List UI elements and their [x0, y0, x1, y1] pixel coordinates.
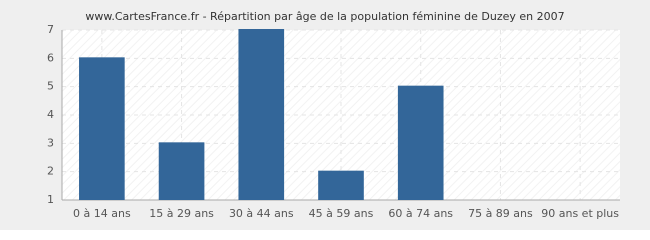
y-tick-label: 3	[47, 136, 54, 149]
x-tick-label: 60 à 74 ans	[388, 207, 453, 220]
bar	[397, 85, 444, 200]
x-tick-label: 90 ans et plus	[541, 207, 619, 220]
bar	[238, 29, 285, 200]
y-tick-label: 2	[47, 165, 54, 178]
y-tick-label: 4	[47, 108, 54, 121]
bar	[79, 57, 125, 201]
chart-title: www.CartesFrance.fr - Répartition par âg…	[85, 10, 564, 23]
x-tick-label: 30 à 44 ans	[229, 207, 294, 220]
bar	[158, 142, 205, 200]
x-tick-label: 15 à 29 ans	[149, 207, 214, 220]
chart: www.CartesFrance.fr - Répartition par âg…	[0, 0, 650, 230]
y-tick-label: 6	[47, 51, 54, 64]
bar	[318, 170, 364, 201]
x-tick-label: 75 à 89 ans	[468, 207, 533, 220]
y-tick-label: 5	[47, 80, 54, 93]
x-tick-label: 0 à 14 ans	[73, 207, 131, 220]
y-tick-label: 7	[47, 23, 54, 36]
x-tick-label: 45 à 59 ans	[309, 207, 374, 220]
y-tick-label: 1	[47, 193, 54, 206]
